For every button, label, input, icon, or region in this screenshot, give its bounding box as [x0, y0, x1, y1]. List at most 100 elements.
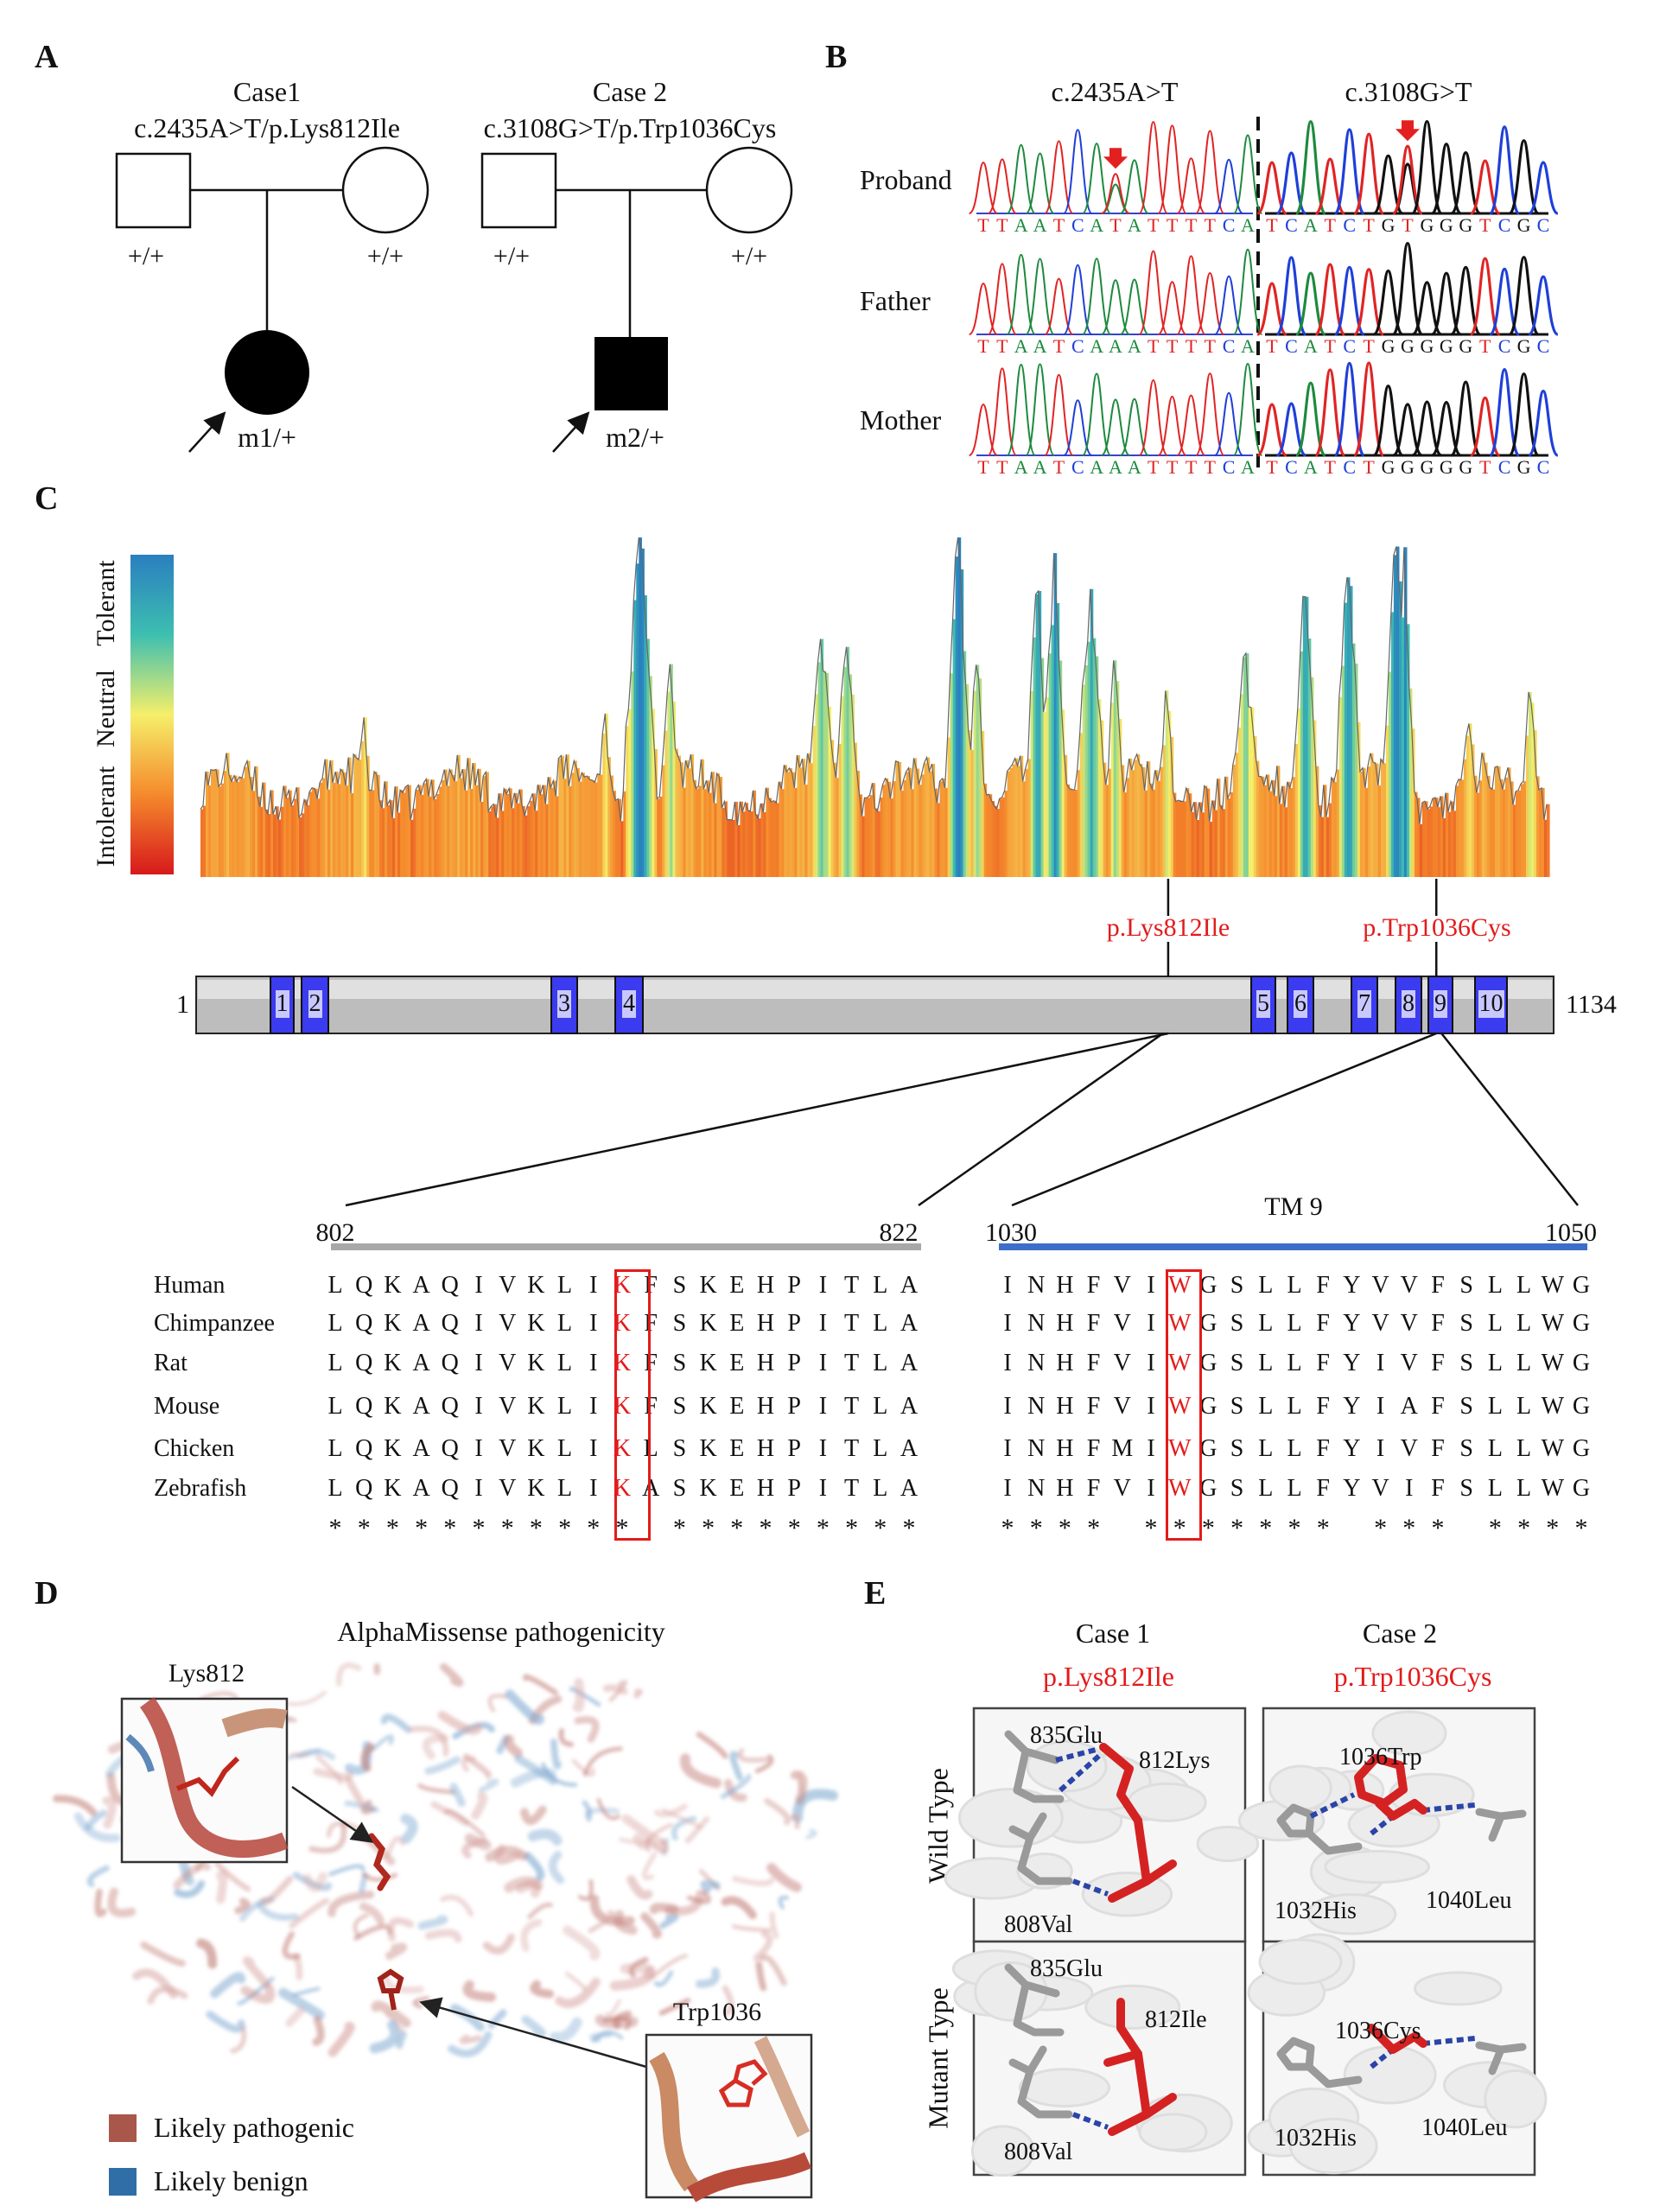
- tolerance-bar: [232, 781, 235, 877]
- tolerance-bar: [247, 760, 251, 877]
- tolerance-bar: [1390, 612, 1395, 877]
- residue: L: [873, 1435, 888, 1462]
- tolerance-bar: [711, 772, 715, 877]
- tolerance-bar: [309, 791, 313, 877]
- residue: L: [1516, 1310, 1532, 1337]
- residue: I: [1003, 1310, 1012, 1337]
- tolerance-bar: [426, 779, 429, 877]
- base-call: C: [1071, 456, 1084, 478]
- tolerance-bar: [1033, 637, 1037, 877]
- residue: Q: [355, 1475, 373, 1502]
- tolerance-bar: [983, 783, 988, 877]
- residue: A: [412, 1393, 430, 1420]
- residue: K: [384, 1310, 402, 1337]
- base-call: A: [1090, 456, 1103, 478]
- ribbon-segment: [286, 1690, 327, 1707]
- chromatogram-peak: [1214, 391, 1244, 456]
- ribbon-segment: [282, 1931, 301, 1961]
- residue: Q: [441, 1393, 459, 1420]
- tolerance-bar: [683, 787, 686, 877]
- chromatogram-peak: [1232, 363, 1263, 456]
- base-call: G: [1401, 335, 1415, 357]
- base-call: C: [1343, 456, 1356, 478]
- tolerance-bar: [851, 694, 855, 877]
- chromatogram-peak: [1392, 403, 1423, 457]
- residue: I: [1376, 1435, 1385, 1462]
- ribbon-segment: [240, 1983, 276, 2004]
- conservation-star: *: [759, 1514, 772, 1542]
- tolerance-bar: [792, 772, 795, 877]
- tolerance-bar: [999, 798, 1003, 877]
- tolerance-bar: [1141, 767, 1146, 877]
- tolerance-bar: [1268, 791, 1273, 877]
- tolerance-bar: [1256, 760, 1260, 877]
- base-call: A: [1128, 214, 1141, 236]
- helix-cartoon: [1371, 1710, 1447, 1757]
- tolerance-bar: [579, 781, 582, 877]
- tolerance-bar: [387, 804, 391, 877]
- residue: H: [1056, 1435, 1074, 1462]
- tolerance-bar: [898, 761, 902, 877]
- tolerance-bar: [317, 798, 321, 877]
- tolerance-bar: [307, 804, 310, 877]
- base-call: C: [1343, 214, 1356, 236]
- tolerance-bar: [491, 806, 494, 877]
- ribbon-segment: [588, 1910, 615, 1934]
- tolerance-bar: [366, 755, 370, 877]
- residue: T: [844, 1475, 860, 1502]
- residue: L: [327, 1435, 343, 1462]
- panel-label-e: E: [864, 1575, 887, 1611]
- chromatogram-peak: [1372, 154, 1404, 215]
- mutation-label-2: p.Trp1036Cys: [1363, 913, 1511, 942]
- residue: H: [756, 1350, 775, 1376]
- tolerance-bar: [452, 774, 455, 877]
- residue: G: [1572, 1393, 1591, 1420]
- tm-domain-label: 2: [308, 990, 322, 1018]
- ribbon-segment: [380, 1713, 412, 1733]
- residue: I: [474, 1272, 483, 1299]
- tolerance-bar: [1338, 696, 1343, 877]
- ribbon-segment: [312, 2015, 325, 2046]
- tolerance-bar: [278, 819, 282, 877]
- residue: Y: [1343, 1310, 1361, 1337]
- tolerance-bar: [1408, 688, 1413, 877]
- tolerance-bar: [444, 769, 448, 877]
- residue: L: [1516, 1393, 1532, 1420]
- residue: F: [1431, 1435, 1445, 1462]
- chromatogram-peak: [1119, 159, 1149, 214]
- tolerance-bar: [880, 798, 884, 877]
- mt2-label-1036cys: 1036Cys: [1335, 2018, 1421, 2044]
- tolerance-bar: [1175, 801, 1179, 877]
- base-call: G: [1420, 335, 1434, 357]
- residue: K: [527, 1475, 545, 1502]
- tolerance-bar: [504, 788, 507, 877]
- tolerance-bar: [1007, 771, 1011, 877]
- chromatogram-peak: [1081, 372, 1112, 456]
- tolerance-bar: [906, 772, 910, 877]
- his1032-sticks: [1276, 1803, 1363, 1855]
- tolerance-bar: [1320, 817, 1325, 877]
- tolerance-bar: [1351, 643, 1356, 877]
- tolerance-bar: [465, 790, 468, 877]
- residue: G: [1572, 1475, 1591, 1502]
- ribbon-segment: [550, 1738, 562, 1770]
- tolerance-bar: [1193, 802, 1198, 877]
- tolerance-bar: [1487, 775, 1491, 877]
- ribbon-segment: [700, 1879, 721, 1893]
- tolerance-bar: [1297, 708, 1301, 877]
- ribbon-segment: [409, 1726, 449, 1757]
- chromatogram-peak: [1313, 263, 1346, 336]
- tolerance-bar: [753, 790, 756, 877]
- ribbon-segment: [292, 1986, 321, 1997]
- tolerance-bar: [1198, 802, 1203, 877]
- conservation-star: *: [702, 1514, 715, 1542]
- tolerance-bar: [869, 795, 874, 877]
- helix-cartoon: [1018, 2068, 1111, 2108]
- chromatogram-peak: [1294, 381, 1327, 457]
- residue: M: [1111, 1435, 1134, 1462]
- residue: T: [844, 1310, 860, 1337]
- tolerance-bar: [553, 780, 556, 877]
- tolerance-bar: [1020, 755, 1024, 877]
- residue: H: [1056, 1475, 1074, 1502]
- trp1036-inset-image: [645, 2033, 813, 2202]
